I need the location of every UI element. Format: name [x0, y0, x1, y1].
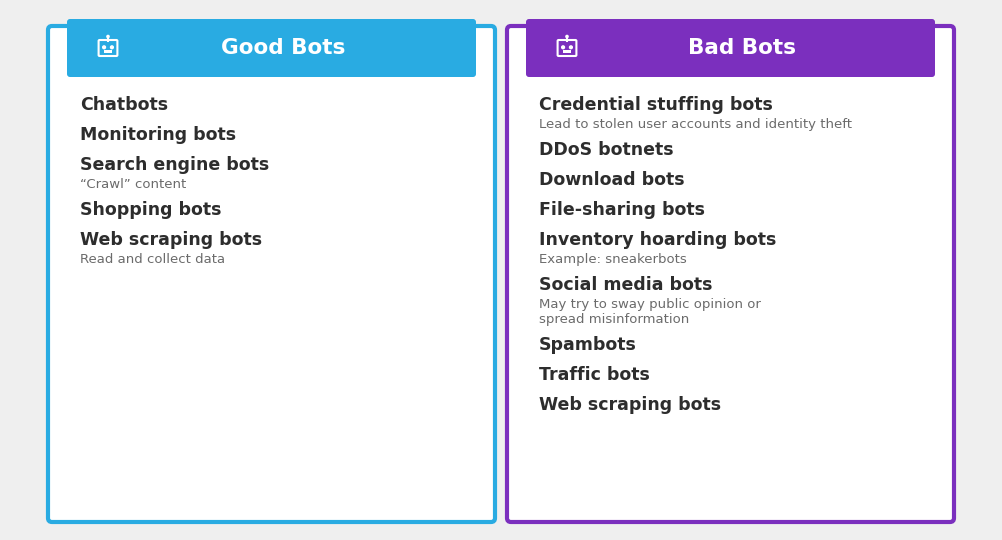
- Text: Bad Bots: Bad Bots: [688, 38, 797, 58]
- Text: Example: sneakerbots: Example: sneakerbots: [539, 253, 686, 266]
- Text: DDoS botnets: DDoS botnets: [539, 141, 673, 159]
- Text: Search engine bots: Search engine bots: [80, 156, 270, 174]
- FancyBboxPatch shape: [67, 19, 476, 77]
- Circle shape: [110, 46, 113, 49]
- Circle shape: [562, 46, 564, 49]
- Text: Social media bots: Social media bots: [539, 276, 712, 294]
- Text: Download bots: Download bots: [539, 171, 684, 189]
- Text: File-sharing bots: File-sharing bots: [539, 201, 705, 219]
- Text: Credential stuffing bots: Credential stuffing bots: [539, 96, 773, 114]
- Text: Read and collect data: Read and collect data: [80, 253, 225, 266]
- Text: Inventory hoarding bots: Inventory hoarding bots: [539, 231, 777, 249]
- Text: Lead to stolen user accounts and identity theft: Lead to stolen user accounts and identit…: [539, 118, 852, 131]
- Circle shape: [107, 36, 109, 38]
- Bar: [103, 50, 112, 53]
- FancyBboxPatch shape: [526, 19, 935, 77]
- Circle shape: [569, 46, 572, 49]
- Circle shape: [102, 46, 105, 49]
- FancyBboxPatch shape: [507, 26, 954, 522]
- FancyBboxPatch shape: [48, 26, 495, 522]
- Circle shape: [566, 36, 568, 38]
- Text: Web scraping bots: Web scraping bots: [539, 396, 721, 414]
- Text: Chatbots: Chatbots: [80, 96, 168, 114]
- Bar: [562, 50, 571, 53]
- Text: Spambots: Spambots: [539, 336, 637, 354]
- Text: Web scraping bots: Web scraping bots: [80, 231, 263, 249]
- Text: Shopping bots: Shopping bots: [80, 201, 221, 219]
- Text: Traffic bots: Traffic bots: [539, 366, 650, 384]
- Text: May try to sway public opinion or
spread misinformation: May try to sway public opinion or spread…: [539, 298, 761, 326]
- Text: “Crawl” content: “Crawl” content: [80, 178, 186, 191]
- Text: Monitoring bots: Monitoring bots: [80, 126, 236, 144]
- Text: Good Bots: Good Bots: [221, 38, 346, 58]
